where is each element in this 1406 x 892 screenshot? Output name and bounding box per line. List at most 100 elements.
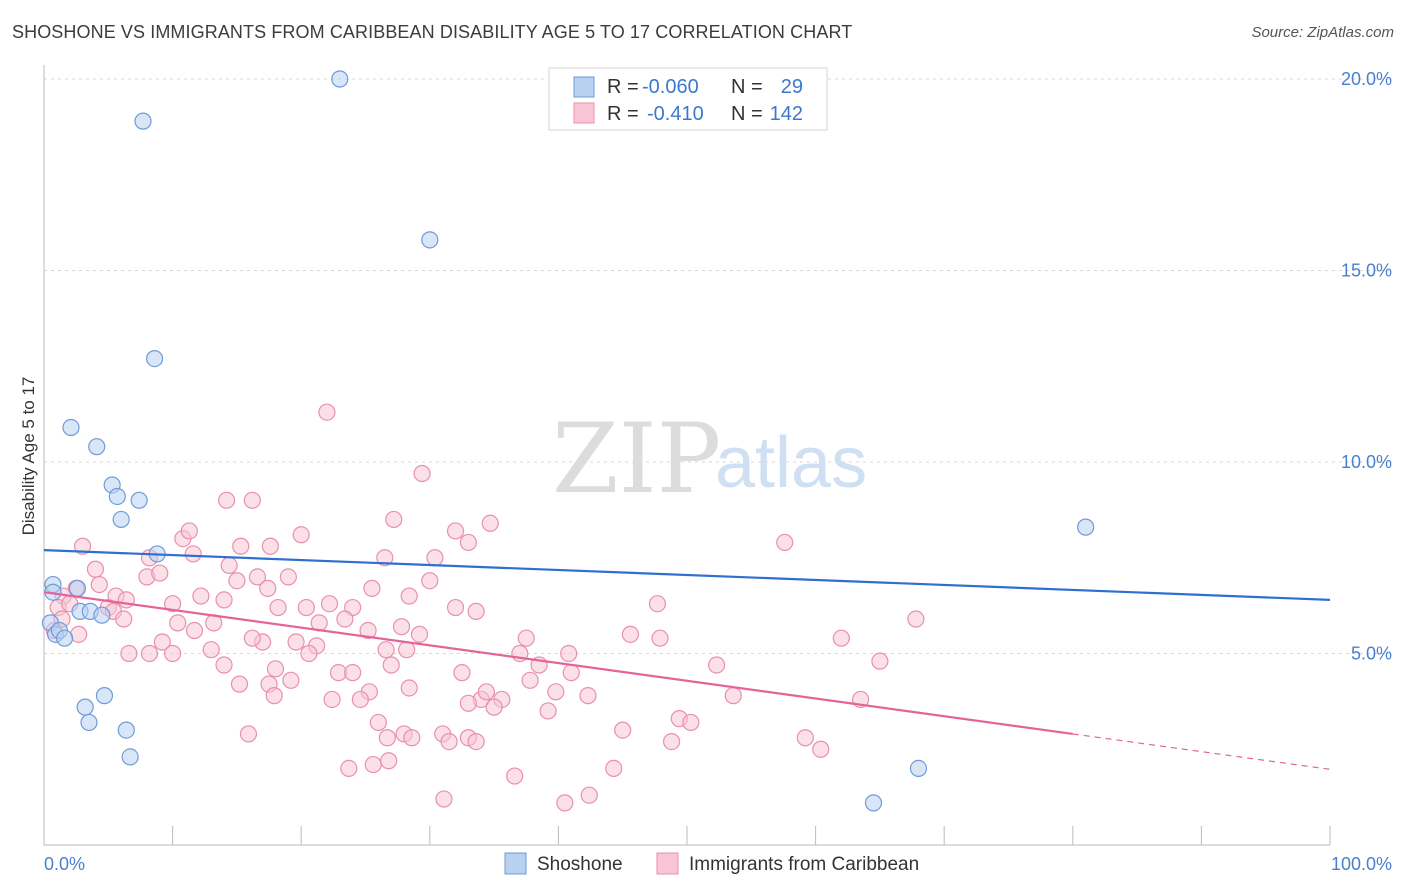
axes <box>43 65 1331 846</box>
point-shoshone <box>62 418 80 437</box>
point-caribbean <box>871 652 889 670</box>
point-caribbean <box>369 713 387 732</box>
point-caribbean <box>259 579 277 597</box>
point-caribbean <box>410 625 429 643</box>
point-caribbean <box>351 690 369 709</box>
point-caribbean <box>243 629 261 647</box>
point-caribbean <box>435 790 453 808</box>
point-shoshone <box>55 629 74 647</box>
point-shoshone <box>909 759 928 778</box>
point-caribbean <box>579 687 597 705</box>
point-caribbean <box>539 702 557 720</box>
point-caribbean <box>724 687 742 705</box>
point-caribbean <box>440 732 458 751</box>
point-caribbean <box>243 491 261 509</box>
point-caribbean <box>796 729 814 747</box>
bottom-legend-swatch-caribbean <box>656 852 679 875</box>
point-shoshone <box>1077 518 1095 536</box>
watermark-zip: ZIP <box>552 403 721 515</box>
point-caribbean <box>359 621 377 640</box>
point-caribbean <box>907 610 925 628</box>
point-caribbean <box>282 671 300 689</box>
point-caribbean <box>297 598 315 617</box>
point-caribbean <box>232 537 250 555</box>
point-caribbean <box>662 732 681 751</box>
point-caribbean <box>215 656 233 674</box>
point-caribbean <box>506 767 524 785</box>
point-shoshone <box>421 231 439 249</box>
point-caribbean <box>481 514 499 532</box>
point-caribbean <box>477 683 495 701</box>
point-caribbean <box>261 537 279 555</box>
point-caribbean <box>413 464 431 483</box>
point-caribbean <box>380 752 398 770</box>
point-caribbean <box>580 786 598 804</box>
point-caribbean <box>547 683 565 701</box>
point-caribbean <box>164 595 182 613</box>
point-caribbean <box>648 595 667 613</box>
trend-line-caribbean-extension <box>1072 733 1331 770</box>
legend-swatch-shoshone <box>573 76 595 98</box>
bottom-legend: Shoshone Immigrants from Caribbean <box>504 852 919 875</box>
point-caribbean <box>220 556 238 575</box>
point-caribbean <box>621 625 640 643</box>
x-tick-max: 100.0% <box>1331 854 1392 874</box>
bottom-legend-label-shoshone: Shoshone <box>537 854 623 875</box>
point-shoshone <box>88 438 106 456</box>
bottom-legend-label-caribbean: Immigrants from Caribbean <box>689 854 919 875</box>
point-shoshone <box>76 698 94 716</box>
point-caribbean <box>218 491 236 509</box>
legend-r-value-2: -0.410 <box>647 103 704 125</box>
point-caribbean <box>140 644 159 663</box>
point-caribbean <box>269 598 287 617</box>
point-caribbean <box>392 618 411 636</box>
point-caribbean <box>459 533 477 552</box>
point-caribbean <box>336 610 354 628</box>
point-caribbean <box>363 579 381 597</box>
legend-n-label-2: N = <box>731 103 763 125</box>
point-caribbean <box>192 587 210 605</box>
point-caribbean <box>266 660 285 678</box>
legend-swatch-caribbean <box>573 102 595 124</box>
point-shoshone <box>68 579 87 597</box>
point-caribbean <box>318 403 336 421</box>
point-caribbean <box>377 641 395 659</box>
legend: R = -0.060 N = 29 R = -0.410 N = 142 <box>548 67 828 131</box>
point-caribbean <box>562 664 580 682</box>
y-axis-label: Disability Age 5 to 17 <box>19 377 38 536</box>
point-caribbean <box>180 522 198 540</box>
point-caribbean <box>459 694 477 712</box>
point-caribbean <box>517 629 535 647</box>
trend-line-caribbean <box>43 591 1073 736</box>
point-shoshone <box>80 713 98 732</box>
point-caribbean <box>115 610 133 628</box>
point-caribbean <box>292 526 310 544</box>
point-caribbean <box>364 755 382 774</box>
point-caribbean <box>279 568 297 586</box>
legend-box <box>548 67 828 131</box>
point-caribbean <box>323 690 341 709</box>
point-caribbean <box>320 595 339 613</box>
point-shoshone <box>130 491 148 509</box>
trend-lines <box>43 548 1331 770</box>
trend-line-shoshone <box>43 548 1331 601</box>
point-caribbean <box>485 698 503 716</box>
point-caribbean <box>398 641 416 659</box>
point-caribbean <box>239 725 258 743</box>
point-shoshone <box>117 721 135 739</box>
point-shoshone <box>331 70 349 88</box>
point-caribbean <box>400 679 418 697</box>
legend-n-value-1: 29 <box>781 76 803 98</box>
point-caribbean <box>556 794 574 812</box>
point-caribbean <box>707 656 726 674</box>
chart-title: SHOSHONE VS IMMIGRANTS FROM CARIBBEAN DI… <box>12 22 853 42</box>
point-caribbean <box>467 732 485 751</box>
series-shoshone <box>41 70 1095 812</box>
y-tick-label: 15.0% <box>1341 261 1392 281</box>
point-shoshone <box>121 748 139 766</box>
point-caribbean <box>185 621 204 640</box>
point-caribbean <box>248 568 267 586</box>
point-caribbean <box>426 549 444 567</box>
y-tick-label: 5.0% <box>1351 644 1392 664</box>
